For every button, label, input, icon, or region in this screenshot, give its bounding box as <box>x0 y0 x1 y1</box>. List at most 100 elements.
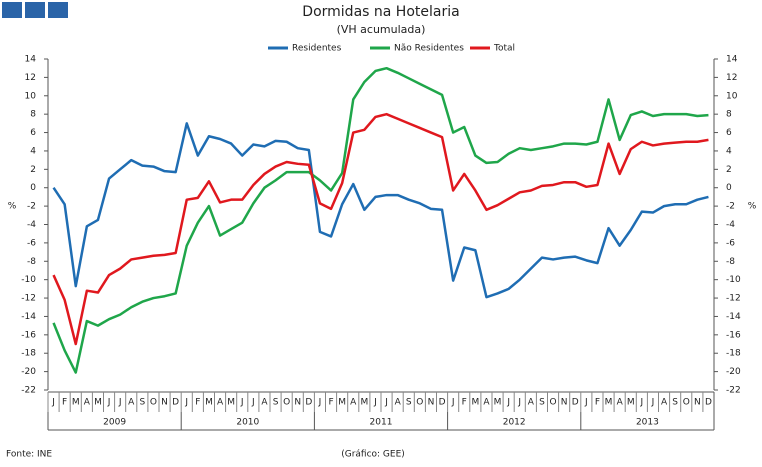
y2-tick-label: 6 <box>726 128 732 138</box>
x-tick-label: M <box>227 398 235 408</box>
x-tick-label: M <box>94 398 102 408</box>
x-tick-label: O <box>416 398 423 408</box>
x-tick-label: O <box>683 398 690 408</box>
x-tick-label: J <box>451 398 455 408</box>
y2-tick-label: -14 <box>726 312 741 322</box>
y-tick-label: 12 <box>25 73 36 83</box>
y2-tick-label: 14 <box>726 55 738 65</box>
x-tick-label: J <box>318 398 322 408</box>
x-tick-label: J <box>517 398 521 408</box>
x-tick-label: D <box>305 398 312 408</box>
x-tick-label: M <box>605 398 613 408</box>
x-tick-label: S <box>672 398 678 408</box>
x-tick-label: M <box>627 398 635 408</box>
y-tick-label: 14 <box>25 55 37 65</box>
x-tick-label: S <box>539 398 545 408</box>
x-tick-label: O <box>150 398 157 408</box>
y-tick-label: -18 <box>21 349 36 359</box>
y2-tick-label: 10 <box>726 91 738 101</box>
chart-subtitle: (VH acumulada) <box>337 23 426 36</box>
x-tick-label: N <box>294 398 301 408</box>
logo-block <box>2 2 22 18</box>
x-tick-label: M <box>494 398 502 408</box>
x-tick-label: J <box>506 398 510 408</box>
x-tick-label: F <box>62 398 67 408</box>
y-tick-label: 8 <box>30 110 36 120</box>
x-tick-label: O <box>283 398 290 408</box>
source-note: Fonte: INE <box>6 450 52 460</box>
y2-tick-label: -22 <box>726 386 741 396</box>
x-tick-label: J <box>584 398 588 408</box>
y2-tick-label: -6 <box>726 238 735 248</box>
x-tick-label: J <box>651 398 655 408</box>
y2-axis-label: % <box>748 202 757 212</box>
credit-note: (Gráfico: GEE) <box>341 450 405 460</box>
x-tick-label: F <box>328 398 333 408</box>
y2-tick-label: -20 <box>726 367 741 377</box>
y2-tick-label: 8 <box>726 110 732 120</box>
x-tick-label: M <box>205 398 213 408</box>
y-tick-label: 0 <box>30 183 36 193</box>
x-tick-label: A <box>84 398 91 408</box>
x-tick-label: N <box>561 398 568 408</box>
series-line <box>52 112 709 346</box>
x-tick-label: S <box>139 398 145 408</box>
y-tick-label: 2 <box>30 165 36 175</box>
y2-tick-label: -4 <box>726 220 735 230</box>
legend-label: Total <box>493 44 515 54</box>
x-tick-label: M <box>338 398 346 408</box>
y-tick-label: -12 <box>21 294 36 304</box>
x-tick-label: A <box>617 398 624 408</box>
y-tick-label: -10 <box>21 275 36 285</box>
x-tick-label: A <box>483 398 490 408</box>
x-tick-label: M <box>360 398 368 408</box>
y-tick-label: -16 <box>21 330 36 340</box>
y2-tick-label: 12 <box>726 73 737 83</box>
x-tick-label: J <box>184 398 188 408</box>
y-tick-label: -8 <box>27 257 36 267</box>
x-tick-label: F <box>462 398 467 408</box>
x-tick-label: D <box>705 398 712 408</box>
x-tick-label: A <box>395 398 402 408</box>
y2-tick-label: -8 <box>726 257 735 267</box>
y-tick-label: -4 <box>27 220 36 230</box>
x-tick-label: S <box>273 398 279 408</box>
x-tick-label: D <box>572 398 579 408</box>
group-label: 2012 <box>503 418 526 428</box>
y2-tick-label: -10 <box>726 275 741 285</box>
y2-tick-label: 4 <box>726 146 732 156</box>
x-tick-label: S <box>406 398 412 408</box>
x-tick-label: J <box>384 398 388 408</box>
logo-block <box>25 2 45 18</box>
x-tick-label: J <box>251 398 255 408</box>
x-tick-label: A <box>128 398 135 408</box>
chart-title: Dormidas na Hotelaria <box>302 4 459 20</box>
y-tick-label: -2 <box>27 202 36 212</box>
legend-label: Não Residentes <box>394 44 464 54</box>
y-tick-label: -20 <box>21 367 36 377</box>
y-tick-label: 10 <box>25 91 37 101</box>
x-tick-label: N <box>428 398 435 408</box>
y2-tick-label: -2 <box>726 202 735 212</box>
x-tick-label: A <box>261 398 268 408</box>
x-tick-label: J <box>240 398 244 408</box>
x-tick-label: A <box>217 398 224 408</box>
y-tick-label: 6 <box>30 128 36 138</box>
group-label: 2009 <box>103 418 126 428</box>
x-tick-label: J <box>118 398 122 408</box>
logo-block <box>48 2 68 18</box>
y-tick-label: -6 <box>27 238 36 248</box>
y-tick-label: -22 <box>21 386 36 396</box>
x-tick-label: N <box>161 398 168 408</box>
x-tick-label: O <box>550 398 557 408</box>
x-tick-label: J <box>640 398 644 408</box>
x-tick-label: F <box>595 398 600 408</box>
group-label: 2011 <box>370 418 393 428</box>
legend-label: Residentes <box>292 44 342 54</box>
x-tick-label: D <box>439 398 446 408</box>
y-tick-label: -14 <box>21 312 36 322</box>
x-tick-label: N <box>694 398 701 408</box>
x-tick-label: J <box>107 398 111 408</box>
x-tick-label: J <box>51 398 55 408</box>
